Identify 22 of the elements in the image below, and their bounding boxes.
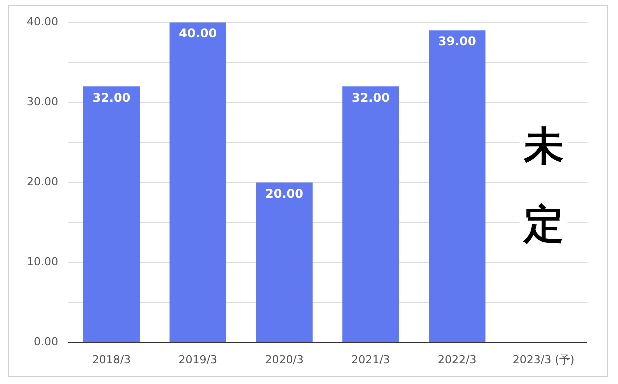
bar — [170, 22, 226, 342]
data-label: 32.00 — [352, 90, 390, 105]
x-tick-label: 2021/3 — [352, 353, 390, 366]
data-label: 39.00 — [438, 34, 476, 49]
y-tick-label: 20.00 — [26, 176, 58, 189]
data-label: 32.00 — [92, 90, 131, 105]
x-tick-label: 2019/3 — [178, 353, 218, 366]
x-tick-label: 2018/3 — [92, 353, 132, 366]
x-tick-label: 2020/3 — [265, 353, 304, 366]
x-tick-label: 2022/3 — [438, 353, 477, 366]
bar — [342, 86, 400, 342]
y-tick-label: 40.00 — [26, 15, 58, 28]
y-tick-label: 30.00 — [26, 96, 58, 109]
y-tick-label: 0.00 — [34, 336, 58, 349]
bar — [429, 30, 486, 342]
bar — [256, 182, 313, 342]
x-tick-label: 2023/3 (予) — [512, 353, 575, 366]
data-label: 20.00 — [266, 186, 304, 201]
annotation: 未定 — [522, 124, 564, 248]
y-tick-label: 10.00 — [26, 256, 58, 269]
bar — [83, 86, 140, 342]
data-label: 40.00 — [179, 26, 218, 41]
